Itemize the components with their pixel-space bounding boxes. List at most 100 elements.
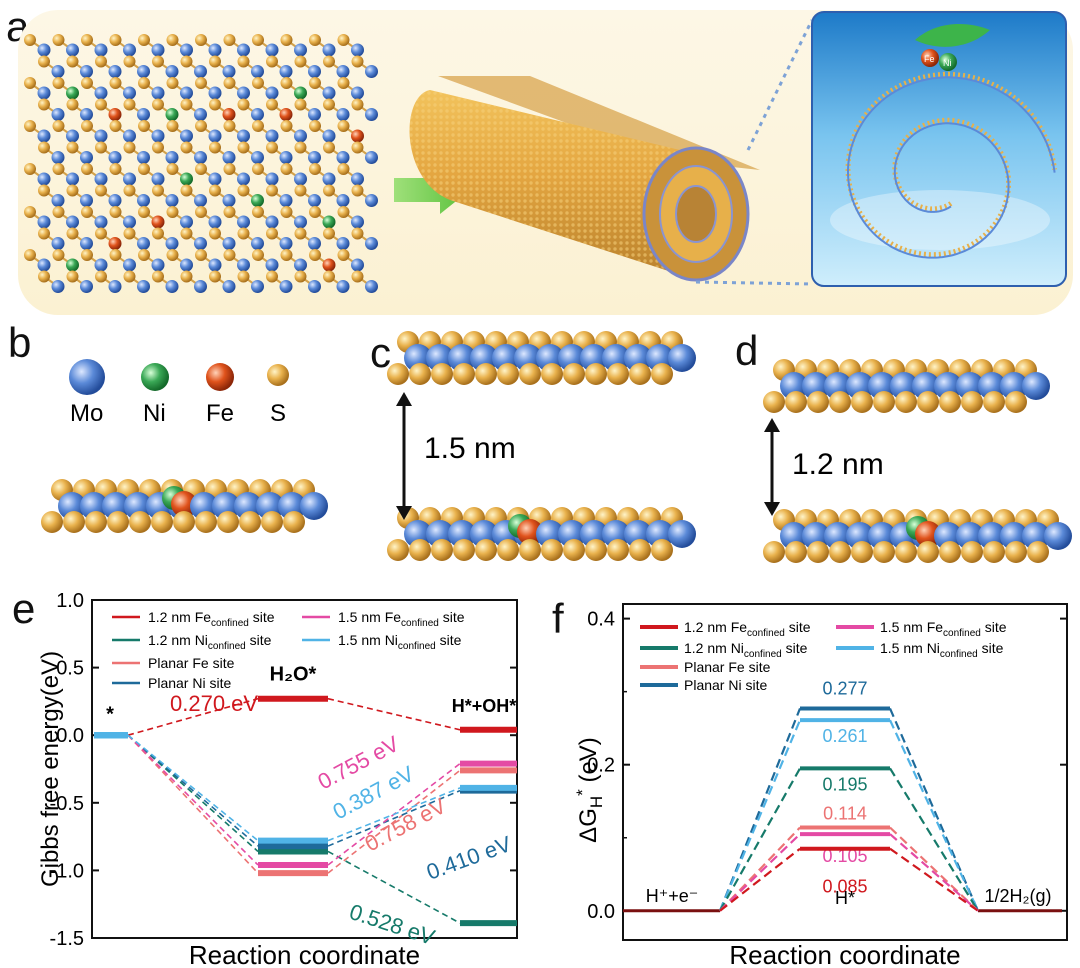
- mo-atom: [351, 86, 364, 100]
- s-atom: [294, 227, 307, 240]
- s-atom: [323, 184, 335, 197]
- y-tick-label: 0.4: [587, 609, 615, 631]
- s-atom: [173, 511, 195, 533]
- connector-line: [327, 787, 461, 842]
- s-atom: [1027, 541, 1049, 563]
- s-atom: [337, 34, 350, 46]
- mo-atom: [137, 194, 150, 207]
- s-atom: [66, 270, 79, 283]
- mo-atom: [294, 215, 307, 229]
- s-atom: [209, 141, 221, 154]
- s-atom: [38, 270, 50, 283]
- mo-atom: [194, 194, 207, 207]
- mo-atom: [180, 258, 193, 272]
- mo-atom: [251, 151, 264, 164]
- s-atom: [280, 163, 293, 175]
- s-atom: [351, 270, 364, 283]
- s-atom: [85, 511, 107, 533]
- s-atom: [52, 163, 65, 175]
- mo-atom: [80, 151, 93, 164]
- chart-f-delta-gh: 0.4 0.2 0.0 ΔGH* (eV) Reaction coordinate 0.2…: [573, 603, 1068, 968]
- mo-atom: [165, 280, 179, 293]
- mo-atom: [336, 65, 350, 78]
- s-atom: [323, 227, 335, 240]
- mo-atom: [94, 43, 108, 57]
- s-atom: [280, 34, 293, 46]
- plot-frame: [622, 603, 1068, 941]
- mo-atom: [108, 151, 122, 164]
- nanoscroll-tube: [409, 76, 760, 282]
- s-atom: [138, 120, 150, 132]
- mo-atom: [294, 258, 307, 272]
- mo-atom: [351, 43, 364, 57]
- s-atom: [152, 98, 164, 111]
- stage-label-star: *: [106, 703, 114, 725]
- s-atom: [409, 539, 431, 561]
- mo-atom: [365, 237, 378, 250]
- s-atom: [24, 34, 36, 46]
- s-atom: [280, 206, 293, 218]
- y-tick-label: -1.5: [50, 928, 84, 950]
- s-atom: [763, 541, 785, 563]
- fe-atom: [108, 237, 122, 250]
- s-atom: [81, 206, 93, 218]
- mo-atom: [137, 108, 150, 121]
- s-atom: [431, 539, 453, 561]
- mo-atom: [66, 129, 79, 143]
- y-tick-label: 0.0: [56, 725, 84, 747]
- s-atom: [895, 541, 917, 563]
- s-atom: [252, 77, 264, 89]
- connector-line: [719, 847, 801, 912]
- s-atom: [209, 98, 221, 111]
- fe-atom: [517, 519, 543, 545]
- legend-label: 1.2 nm Feconfined site: [148, 609, 275, 629]
- mo-atom: [294, 43, 307, 57]
- fe-atom: [108, 108, 122, 121]
- s-atom: [223, 77, 236, 89]
- s-atom: [152, 141, 164, 154]
- stage-label-end: 1/2H₂(g): [984, 886, 1051, 906]
- s-atom: [266, 98, 278, 111]
- s-atom: [252, 34, 264, 46]
- mo-atom: [180, 129, 193, 143]
- mo-atom: [336, 194, 350, 207]
- s-atom: [607, 539, 629, 561]
- fe-atom: [222, 108, 236, 121]
- s-atom: [209, 55, 221, 68]
- mo-atom: [365, 65, 378, 78]
- s-atom: [294, 184, 307, 197]
- s-atom: [52, 206, 65, 218]
- mo-atom: [180, 86, 193, 100]
- s-atom: [138, 34, 150, 46]
- s-atom: [123, 270, 136, 283]
- panel-label-f: f: [552, 595, 564, 642]
- chart-e-gibbs-free-energy: 1.0 0.5 0.0 -0.5 -1.0 -1.5 Gibbs free energy(e…: [37, 590, 518, 968]
- s-atom: [66, 98, 79, 111]
- s-atom: [309, 34, 321, 46]
- mos2-slab: [387, 331, 696, 385]
- s-atom-icon: [267, 364, 289, 386]
- mo-atom: [66, 172, 79, 186]
- s-atom: [95, 184, 107, 197]
- s-atom: [180, 141, 193, 154]
- value-label: 0.277: [822, 678, 867, 698]
- s-atom: [387, 363, 409, 385]
- s-atom: [585, 539, 607, 561]
- fe-atom: [351, 129, 364, 143]
- mo-atom: [294, 129, 307, 143]
- y-tick-label: 1.0: [56, 590, 84, 612]
- ni-atom: [165, 108, 179, 121]
- s-atom: [237, 184, 250, 197]
- s-atom: [1005, 541, 1027, 563]
- s-atom: [983, 541, 1005, 563]
- mo-atom: [194, 65, 207, 78]
- fe-atom-icon: [206, 363, 234, 391]
- mo-atom: [322, 43, 336, 57]
- mo-atom: [165, 237, 179, 250]
- s-atom: [81, 163, 93, 175]
- s-atom: [109, 163, 122, 175]
- ni-tag: Ni: [943, 58, 952, 68]
- y-tick-label: 0.2: [587, 755, 615, 777]
- mo-atom: [137, 151, 150, 164]
- s-atom: [81, 77, 93, 89]
